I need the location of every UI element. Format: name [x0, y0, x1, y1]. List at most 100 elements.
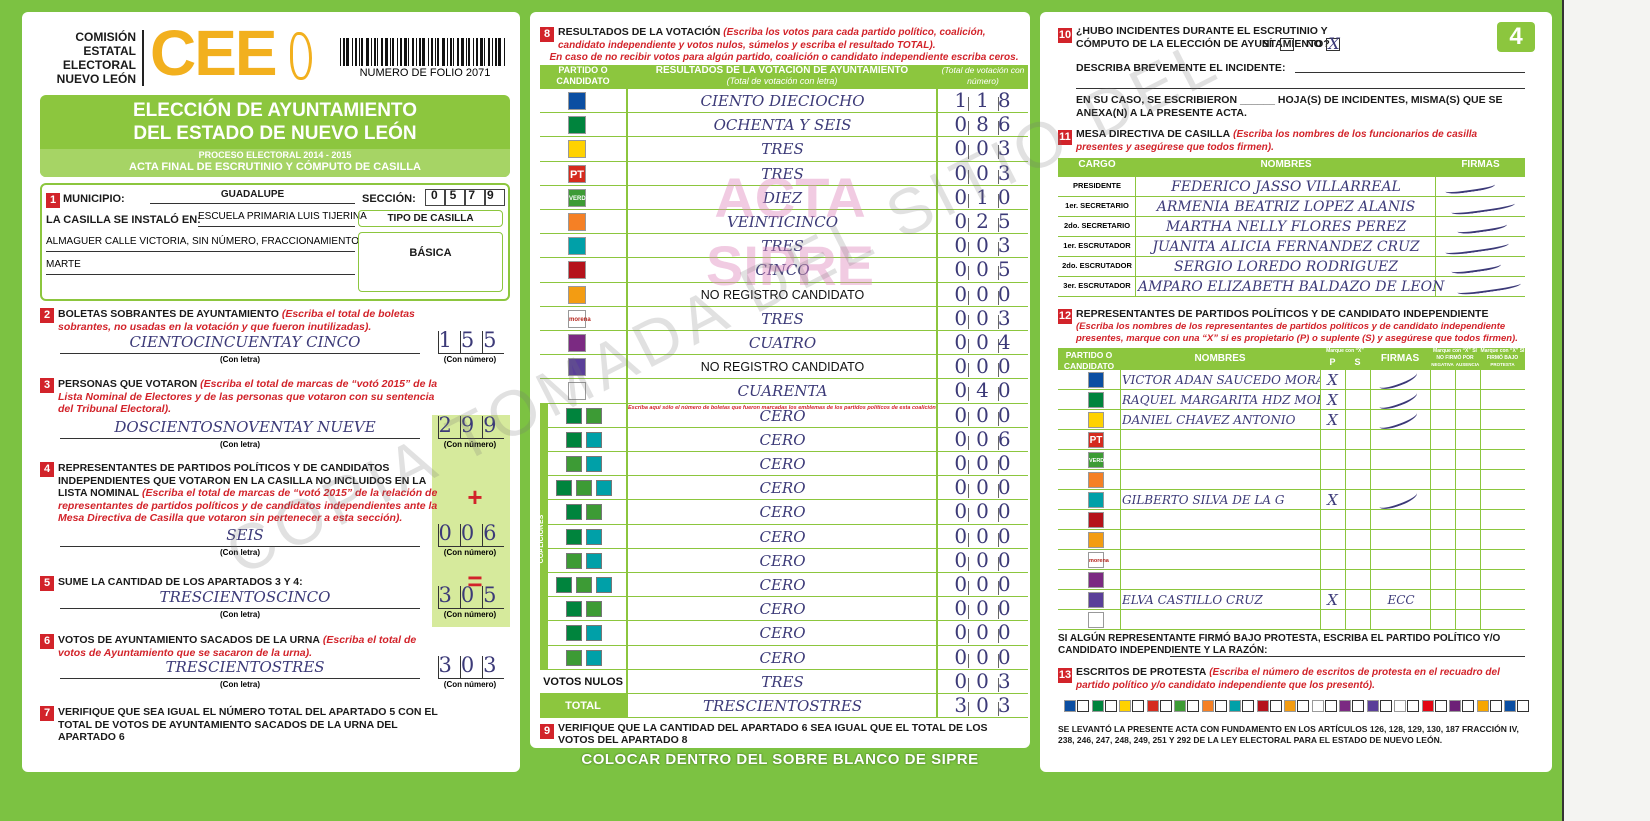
coalition-label: COALICIONES: [538, 514, 545, 563]
col-rule: [936, 113, 938, 138]
digit-cell: [998, 629, 999, 644]
col-rule: [1120, 390, 1121, 410]
barcode-bar: [385, 38, 388, 66]
table-header: [1058, 158, 1525, 177]
row-rule: [1058, 296, 1525, 297]
party-logo: [1088, 572, 1104, 588]
col-rule: [1345, 610, 1346, 630]
protest-box: [1324, 700, 1337, 712]
col-rule: [1480, 410, 1481, 430]
rep-mark: X: [1327, 591, 1338, 609]
label: LA CASILLA SE INSTALÓ EN:: [46, 214, 201, 226]
party-logo: [568, 140, 586, 159]
protest-box: [1462, 700, 1474, 712]
votes-number: 303: [954, 693, 1020, 717]
item-text: BOLETAS SOBRANTES DE AYUNTAMIENTO (Escri…: [58, 308, 443, 368]
footer-text: COLOCAR DENTRO DEL SOBRE BLANCO DE SIPRE: [581, 751, 979, 768]
option: NO: [1306, 38, 1322, 50]
row-rule: [540, 451, 1028, 452]
digit-cell: [998, 411, 999, 426]
field-line: [46, 274, 355, 275]
written-label: (Con letra): [220, 355, 260, 364]
col-rule: [1370, 470, 1371, 490]
header-cell: PROTESTA: [1490, 362, 1515, 367]
party-logo: VERDE: [1088, 452, 1108, 468]
col-rule: [1455, 510, 1456, 530]
rep-name: VICTOR ADAN SAUCEDO MORALES: [1122, 373, 1320, 387]
col-rule: [626, 452, 628, 477]
col-rule: [1370, 490, 1371, 510]
votes-number: 000: [954, 281, 1020, 306]
col-rule: [936, 210, 938, 235]
protest-logo: [1366, 700, 1379, 712]
votes-number: 000: [954, 451, 1020, 475]
header-cell: Marque con “X” SI NO FIRMÓ POR: [1433, 348, 1477, 361]
col-rule: [1120, 570, 1121, 590]
operator: =: [467, 566, 483, 596]
col-rule: [626, 185, 628, 210]
protest-logo: [1504, 700, 1516, 712]
col-rule: [1345, 430, 1346, 450]
col-rule: [936, 621, 938, 646]
votes-words: CERO: [759, 406, 806, 425]
col-rule: [1120, 370, 1121, 390]
col-rule: [1320, 510, 1321, 530]
col-rule: [626, 161, 628, 186]
col-rule: [626, 113, 628, 138]
header-cell: FIRMAS: [1461, 159, 1500, 170]
digit-cell: [998, 605, 999, 620]
digit-cell: [998, 266, 999, 281]
section-number: 13: [1058, 668, 1072, 683]
coalition-logo: [556, 577, 572, 593]
row-rule: [540, 668, 1028, 670]
digit-cell: [438, 416, 439, 438]
row-rule: [1058, 489, 1525, 490]
item-instruction: (Escriba el total de marcas de “votó 201…: [58, 487, 438, 524]
handwritten-words: TRESCIENTOSTRES: [165, 658, 325, 676]
votes-words: TRES: [761, 164, 804, 183]
barcode-bar: [422, 38, 425, 66]
option: SÍ: [1262, 38, 1272, 50]
digit-cell: [968, 532, 969, 547]
header-cell: PARTIDO O CANDIDATO: [556, 65, 610, 86]
votes-number: 118: [954, 88, 1020, 112]
escritos-title: ESCRITOS DE PROTESTA: [1076, 666, 1207, 678]
votes-number: 000: [954, 523, 1020, 548]
official-name: AMPARO ELIZABETH BALDAZO DE LEON: [1138, 279, 1445, 295]
col-rule: [936, 427, 938, 452]
col-rule: [1430, 550, 1431, 570]
section-number: 8: [540, 27, 554, 42]
protest-box: [1297, 700, 1309, 712]
barcode-bar: [416, 38, 417, 66]
section-number: 10: [1058, 28, 1072, 43]
col-rule: [936, 137, 938, 162]
barcode-bar: [408, 38, 409, 66]
col-rule: [1135, 197, 1136, 217]
protest-box: [1159, 700, 1172, 712]
row-rule: [540, 209, 1028, 210]
barcode-bar: [457, 38, 459, 66]
digit-cell: [438, 524, 439, 546]
party-logo: [1088, 392, 1104, 408]
row-rule: [1058, 236, 1525, 237]
votes-words: CINCO: [755, 261, 810, 280]
watermark: SIPRE: [705, 234, 875, 297]
digit-box: [425, 189, 445, 206]
digit-cell: [998, 242, 999, 257]
protest-logo: [1064, 700, 1076, 712]
handwritten-words: SEIS: [226, 526, 264, 544]
coalition-logo: [566, 456, 582, 472]
mesa-heading: MESA DIRECTIVA DE CASILLA (Escriba los n…: [1076, 128, 1526, 156]
col-rule: [1435, 197, 1436, 217]
col-rule: [626, 548, 628, 573]
write-line: [438, 678, 504, 679]
digit-cell: [998, 653, 999, 668]
barcode-bar: [381, 38, 383, 66]
col-rule: [936, 548, 938, 573]
barcode-bar: [437, 38, 439, 66]
col-rule: [1120, 470, 1121, 490]
col-rule: [1320, 450, 1321, 470]
row-rule: [1058, 196, 1525, 197]
row-rule: [540, 160, 1028, 162]
